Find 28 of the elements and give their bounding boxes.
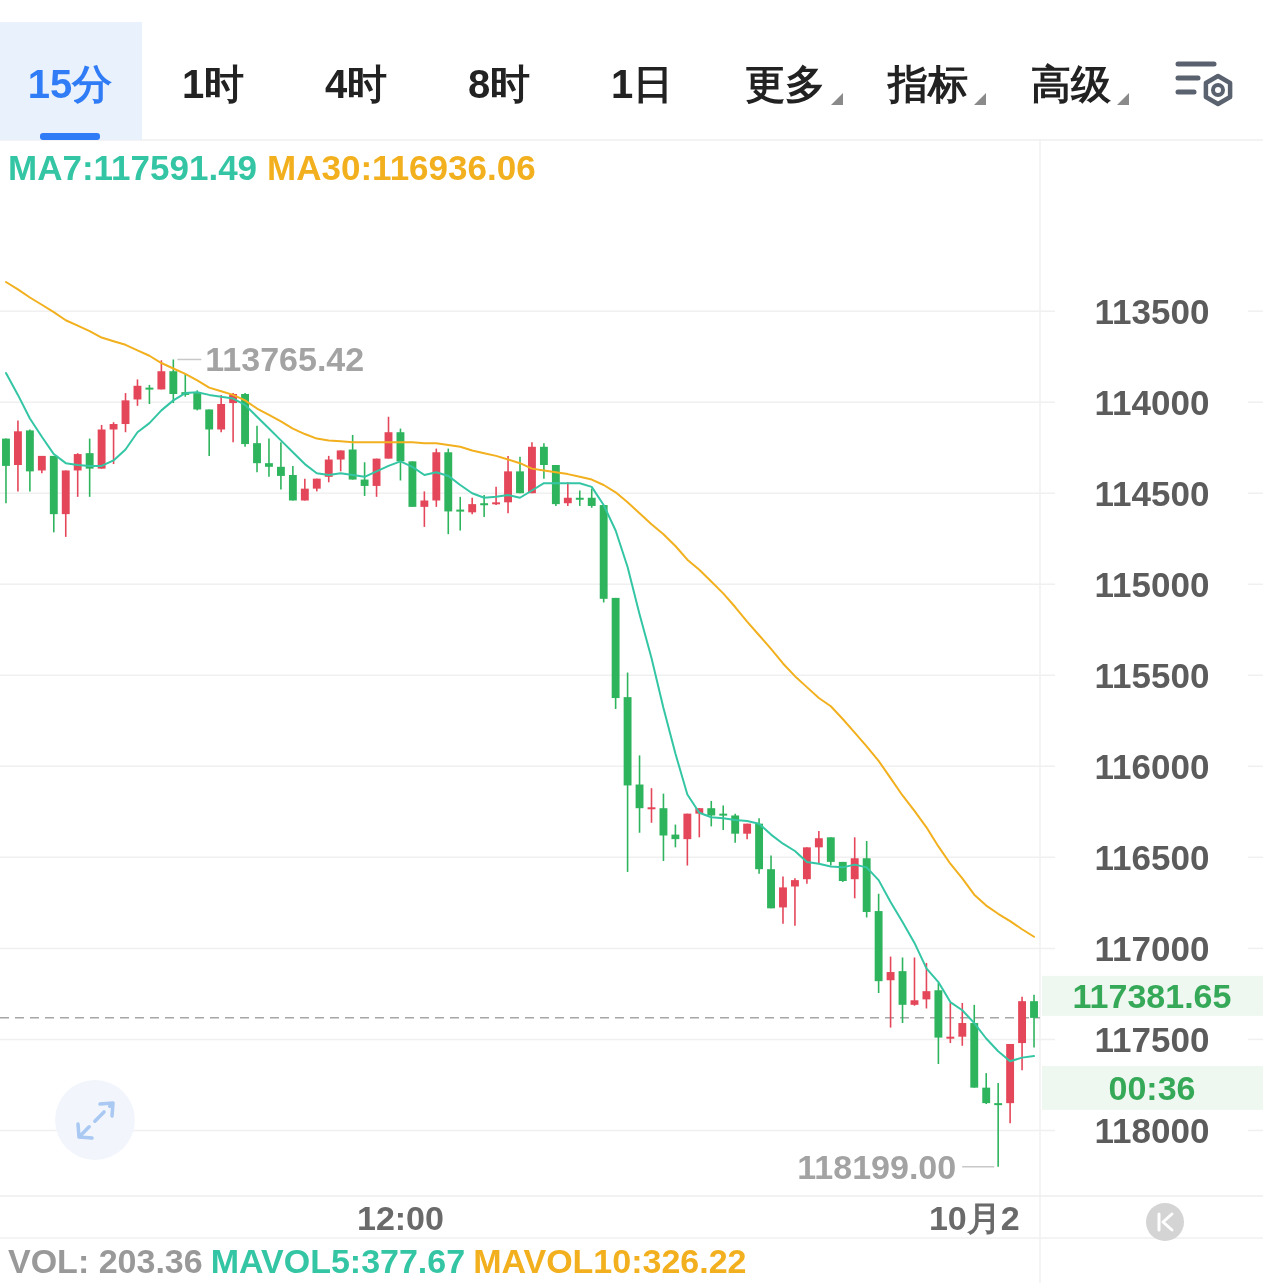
annotation: 118199.00: [797, 1147, 957, 1186]
y-tick-label: 116500: [1094, 837, 1210, 877]
text: MAVOL5:377.67: [210, 1242, 466, 1280]
text: 更多: [745, 62, 825, 106]
y-tick-label: 114000: [1094, 382, 1210, 422]
text: VOL: 203.36: [8, 1242, 203, 1280]
text: 指标: [886, 62, 968, 106]
y-tick-label: 117500: [1094, 1019, 1210, 1059]
text: 高级: [1031, 62, 1112, 106]
y-tick-label: 114500: [1094, 473, 1210, 513]
y-tick-label: 115500: [1094, 655, 1210, 695]
annotation: 113765.42: [205, 340, 365, 379]
text: 00:36: [1108, 1068, 1196, 1107]
x-tick-label: 10月2: [928, 1199, 1020, 1237]
text: 1时: [181, 62, 245, 106]
text: 8时: [467, 62, 531, 106]
x-tick-label: 12:00: [356, 1199, 444, 1237]
y-tick-label: 117000: [1094, 928, 1210, 968]
text: MAVOL10:326.22: [473, 1242, 747, 1280]
text: 15分: [27, 62, 113, 106]
y-tick-label: 116000: [1094, 746, 1210, 786]
y-tick-label: 113500: [1094, 291, 1210, 331]
text: 117381.65: [1072, 976, 1232, 1015]
y-tick-label: 115000: [1094, 564, 1210, 604]
y-tick-label: 118000: [1094, 1110, 1210, 1150]
legend: MA7:117591.49 MA30:116936.06: [8, 147, 536, 187]
text: 4时: [324, 62, 388, 106]
text: 1日: [610, 62, 674, 106]
